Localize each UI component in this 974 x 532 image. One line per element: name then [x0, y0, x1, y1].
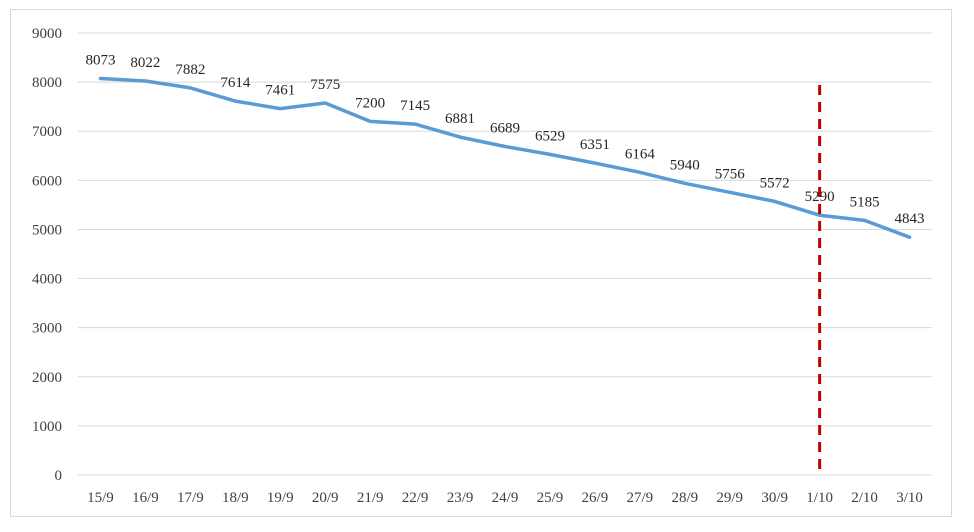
data-point: [818, 213, 822, 217]
data-label: 6164: [625, 146, 656, 162]
x-tick-label: 20/9: [312, 490, 339, 506]
data-point: [368, 119, 372, 123]
x-tick-label: 24/9: [492, 490, 519, 506]
data-label: 5940: [670, 157, 700, 173]
data-label: 5756: [715, 166, 746, 182]
data-point: [98, 77, 102, 81]
data-label: 5572: [760, 175, 790, 191]
chart-frame: [10, 9, 952, 517]
data-point: [863, 218, 867, 222]
y-tick-label: 8000: [32, 75, 62, 91]
x-tick-label: 29/9: [716, 490, 743, 506]
x-tick-label: 16/9: [132, 490, 159, 506]
data-point: [728, 190, 732, 194]
x-tick-label: 25/9: [537, 490, 564, 506]
data-label: 8022: [130, 55, 160, 71]
x-tick-label: 18/9: [222, 490, 249, 506]
data-label: 7575: [310, 77, 340, 93]
x-tick-label: 26/9: [582, 490, 609, 506]
data-label: 7200: [355, 95, 385, 111]
y-tick-label: 3000: [32, 321, 62, 337]
x-tick-label: 1/10: [806, 490, 833, 506]
y-tick-label: 1000: [32, 419, 62, 435]
x-tick-label: 3/10: [896, 490, 923, 506]
y-tick-label: 2000: [32, 370, 62, 386]
x-tick-label: 19/9: [267, 490, 294, 506]
x-tick-label: 30/9: [761, 490, 788, 506]
gridlines: [78, 32, 932, 476]
data-label: 7614: [220, 75, 251, 91]
x-tick-label: 27/9: [627, 490, 654, 506]
series-line: [98, 76, 912, 239]
data-point: [188, 86, 192, 90]
y-tick-label: 9000: [32, 26, 62, 42]
y-axis-ticks: 0 1000 2000 3000 4000 5000 6000 7000 8000 9000: [32, 26, 62, 484]
y-tick-label: 7000: [32, 124, 62, 140]
data-label: 6529: [535, 128, 565, 144]
y-tick-label: 5000: [32, 222, 62, 238]
x-tick-label: 21/9: [357, 490, 384, 506]
x-tick-label: 2/10: [851, 490, 878, 506]
data-point: [908, 235, 912, 239]
series-group: [98, 76, 912, 239]
data-label: 4843: [895, 211, 925, 227]
data-label: 6881: [445, 111, 475, 127]
data-point: [503, 144, 507, 148]
data-label: 7145: [400, 98, 430, 114]
data-point: [638, 170, 642, 174]
data-point: [413, 122, 417, 126]
data-point: [278, 107, 282, 111]
data-label: 8073: [85, 53, 115, 69]
data-point: [233, 99, 237, 103]
x-tick-label: 15/9: [87, 490, 114, 506]
data-point: [593, 161, 597, 165]
x-tick-label: 22/9: [402, 490, 429, 506]
x-tick-label: 17/9: [177, 490, 204, 506]
data-label: 7882: [175, 62, 205, 78]
data-label: 6351: [580, 137, 610, 153]
x-tick-label: 23/9: [447, 490, 474, 506]
y-tick-label: 0: [55, 468, 63, 484]
x-tick-label: 28/9: [671, 490, 698, 506]
data-point: [323, 101, 327, 105]
y-tick-label: 4000: [32, 272, 62, 288]
data-label: 7461: [265, 83, 295, 99]
data-point: [143, 79, 147, 83]
data-label: 5185: [850, 194, 880, 210]
data-labels: 8073 8022 7882 7614 7461 7575 7200 7145 6881 6689…: [85, 53, 924, 228]
data-point: [548, 152, 552, 156]
x-axis-ticks: 15/9 16/9 17/9 18/9 19/9 20/9 21/9 22/9 23/9 24/9…: [87, 490, 923, 506]
data-label: 6689: [490, 120, 520, 136]
data-label: 5290: [805, 189, 835, 205]
data-point: [458, 135, 462, 139]
data-point: [683, 181, 687, 185]
data-point: [773, 199, 777, 203]
y-tick-label: 6000: [32, 173, 62, 189]
